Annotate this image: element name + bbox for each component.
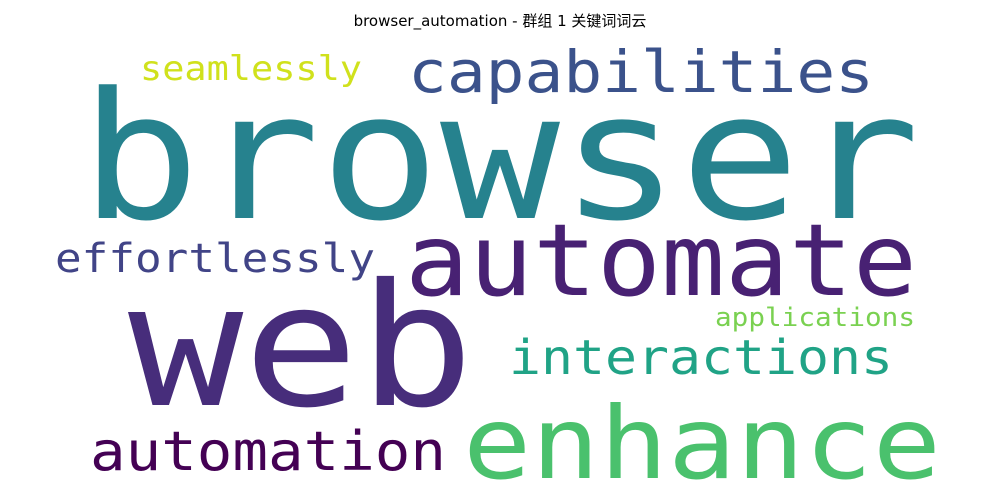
word-effortlessly: effortlessly [55,236,375,282]
word-browser: browser [80,55,920,260]
word-seamlessly: seamlessly [140,49,362,89]
word-interactions: interactions [509,330,893,386]
word-enhance: enhance [463,385,941,500]
word-applications: applications [715,303,915,333]
figure-title: browser_automation - 群组 1 关键词词云 [353,12,647,30]
word-web: web [128,248,474,446]
word-automation: automation [90,420,446,483]
word-capabilities: capabilities [408,38,874,106]
word-automate: automate [405,202,917,319]
